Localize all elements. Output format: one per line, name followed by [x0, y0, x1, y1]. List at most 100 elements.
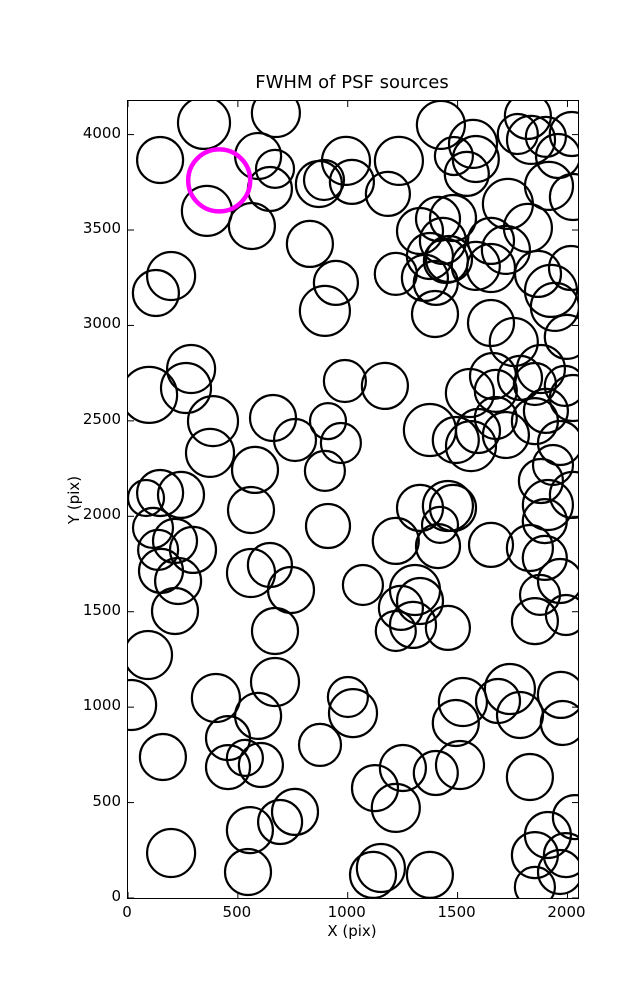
psf-source-circle: [285, 219, 334, 268]
psf-source-circle: [302, 158, 346, 202]
psf-source-circle: [350, 763, 400, 813]
psf-source-circle: [165, 343, 217, 395]
psf-source-circle: [544, 593, 578, 637]
psf-source-circle: [145, 250, 197, 302]
psf-source-circle: [249, 656, 301, 708]
psf-source-circle: [505, 752, 554, 802]
y-tick-label: 3500: [82, 219, 121, 238]
psf-source-circle: [303, 449, 346, 492]
psf-source-circle: [521, 498, 568, 545]
psf-source-circle: [517, 457, 564, 505]
psf-source-circle: [480, 224, 531, 275]
psf-source-circle: [536, 557, 578, 605]
psf-source-circle: [304, 502, 352, 550]
psf-source-circle: [227, 201, 277, 251]
psf-source-circle: [548, 470, 578, 519]
psf-source-circle: [513, 249, 563, 298]
psf-source-circle: [505, 114, 557, 166]
psf-source-circle: [312, 259, 359, 306]
psf-source-circle: [341, 563, 384, 607]
psf-source-circle: [473, 368, 518, 413]
psf-source-circle: [424, 234, 474, 284]
psf-source-circle: [481, 410, 530, 460]
psf-source-circle: [414, 523, 462, 570]
psf-source-circle: [128, 678, 158, 732]
psf-source-circle: [128, 365, 179, 424]
psf-source-circle: [444, 420, 498, 473]
psf-source-circle: [250, 606, 300, 656]
psf-source-circle: [153, 556, 203, 606]
psf-source-circle: [254, 148, 296, 190]
psf-source-circle: [234, 131, 283, 181]
psf-source-circle: [410, 289, 460, 339]
psf-source-circle: [424, 604, 471, 652]
psf-source-circle: [159, 361, 213, 415]
psf-source-circle: [204, 743, 252, 791]
psf-source-circle: [522, 387, 569, 434]
psf-source-circle: [536, 670, 578, 719]
psf-source-circle: [521, 478, 574, 532]
y-tick-label: 4000: [82, 123, 121, 142]
psf-source-circle: [137, 547, 185, 594]
psf-source-circle: [505, 523, 554, 573]
psf-source-circle: [135, 468, 185, 518]
psf-source-circle: [176, 101, 232, 150]
psf-source-circle: [443, 150, 490, 198]
y-tick-label: 500: [92, 791, 121, 810]
psf-source-circle: [510, 830, 559, 880]
psf-source-circle: [534, 132, 578, 180]
psf-source-circle: [415, 101, 466, 150]
psf-source-circle: [548, 110, 578, 158]
psf-source-circle: [447, 118, 499, 170]
psf-source-circle: [467, 521, 515, 568]
psf-source-circle: [502, 202, 553, 254]
plot-svg: [128, 101, 578, 898]
psf-source-circle: [135, 135, 185, 185]
psf-source-circle: [319, 421, 362, 465]
psf-source-circle: [234, 691, 283, 741]
plot-area: [127, 100, 579, 899]
psf-source-circle: [543, 313, 578, 360]
psf-source-circle: [373, 135, 424, 187]
psf-source-circle: [223, 847, 273, 897]
y-tick-label: 1000: [82, 696, 121, 715]
psf-source-circle: [536, 419, 578, 467]
psf-source-circle: [246, 165, 293, 213]
psf-source-circle: [388, 600, 438, 650]
psf-source-circle: [510, 596, 559, 646]
psf-source-circle: [364, 170, 411, 218]
psf-source-circle: [402, 402, 457, 458]
psf-source-circle: [395, 576, 445, 626]
psf-source-circle: [128, 478, 166, 518]
psf-source-circle: [246, 541, 293, 589]
psf-source-circle: [420, 505, 460, 544]
psf-source-circle: [412, 749, 459, 797]
y-tick-label: 2000: [82, 505, 121, 524]
psf-source-circle: [433, 135, 474, 177]
psf-source-circle: [523, 263, 578, 318]
y-tick-label: 0: [111, 887, 121, 905]
y-tick-label: 1500: [82, 600, 121, 619]
psf-source-circle: [225, 738, 265, 778]
psf-source-circle: [297, 722, 343, 768]
psf-source-circle: [230, 445, 280, 494]
x-tick-label: 1500: [437, 903, 476, 921]
psf-source-circle: [250, 101, 301, 139]
psf-source-circle: [355, 842, 406, 894]
psf-source-circle: [248, 393, 298, 443]
psf-source-circle: [473, 395, 518, 441]
psf-source-circle: [450, 240, 501, 291]
psf-source-circle: [145, 827, 197, 879]
y-tick-label: 3000: [82, 314, 121, 333]
psf-source-circle: [454, 407, 502, 455]
psf-source-circle: [184, 427, 236, 478]
psf-source-circle: [431, 415, 480, 465]
psf-source-circle: [378, 743, 427, 793]
psf-source-circle: [521, 534, 568, 581]
psf-source-circle: [348, 850, 398, 898]
psf-source-circle: [131, 268, 180, 318]
psf-source-circle: [405, 850, 454, 898]
x-tick-label: 0: [122, 903, 132, 921]
psf-source-circle: [237, 741, 284, 789]
x-tick-label: 1000: [327, 903, 366, 921]
